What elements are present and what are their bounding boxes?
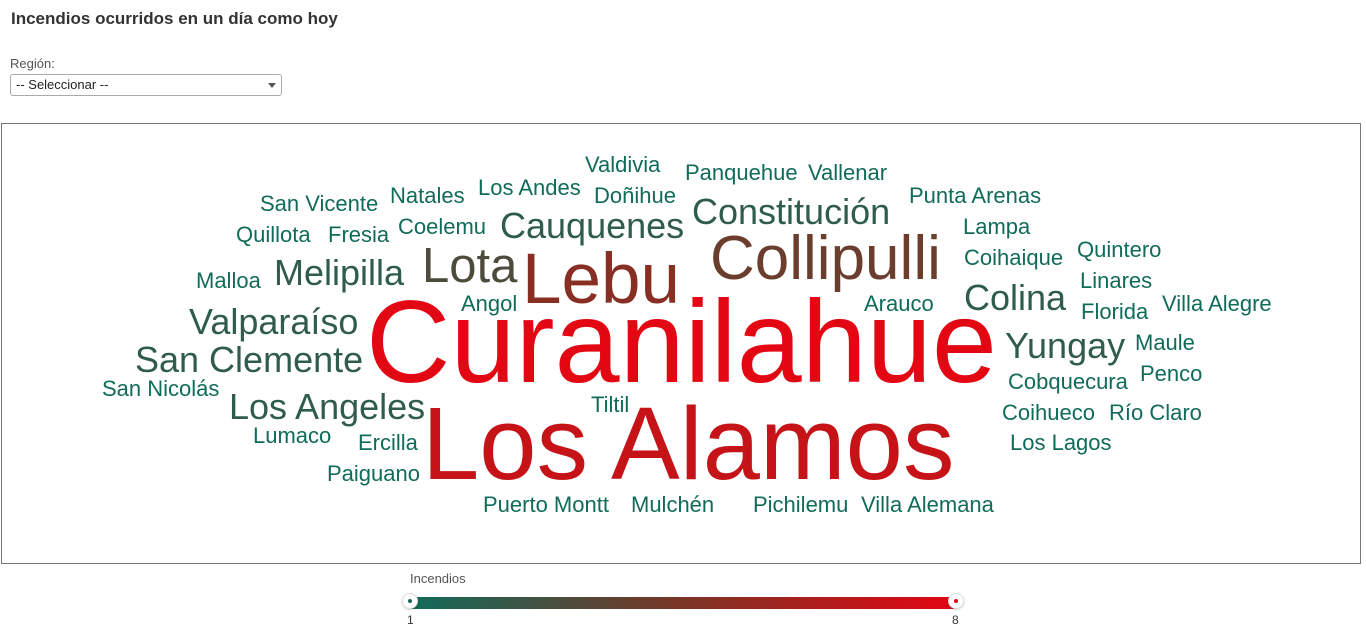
chevron-down-icon bbox=[268, 83, 276, 88]
legend-max-label: 8 bbox=[952, 613, 959, 627]
cloud-word-quintero[interactable]: Quintero bbox=[1077, 237, 1162, 262]
cloud-word-vallenar[interactable]: Vallenar bbox=[808, 160, 888, 185]
cloud-word-cauquenes[interactable]: Cauquenes bbox=[500, 205, 685, 246]
cloud-word-coihueco[interactable]: Coihueco bbox=[1002, 400, 1095, 425]
region-label: Región: bbox=[10, 56, 55, 71]
region-select-value: -- Seleccionar -- bbox=[16, 77, 109, 92]
cloud-word-valpara-so[interactable]: Valparaíso bbox=[189, 301, 359, 342]
cloud-word-maule[interactable]: Maule bbox=[1135, 330, 1195, 355]
cloud-word-panquehue[interactable]: Panquehue bbox=[685, 160, 798, 185]
cloud-word-melipilla[interactable]: Melipilla bbox=[274, 252, 405, 293]
cloud-word-cobquecura[interactable]: Cobquecura bbox=[1008, 369, 1128, 394]
cloud-word-lota[interactable]: Lota bbox=[422, 239, 518, 293]
cloud-word-colina[interactable]: Colina bbox=[964, 277, 1067, 318]
cloud-word-florida[interactable]: Florida bbox=[1081, 299, 1149, 324]
cloud-word-ercilla[interactable]: Ercilla bbox=[358, 430, 418, 455]
region-select[interactable]: -- Seleccionar -- bbox=[10, 74, 282, 96]
cloud-word-constituci-n[interactable]: Constitución bbox=[692, 191, 891, 232]
cloud-word-tiltil[interactable]: Tiltil bbox=[591, 392, 630, 417]
cloud-word-lebu[interactable]: Lebu bbox=[522, 240, 680, 319]
cloud-word-san-clemente[interactable]: San Clemente bbox=[135, 339, 364, 380]
legend-title: Incendios bbox=[410, 571, 466, 586]
legend-max-handle[interactable] bbox=[949, 594, 963, 608]
cloud-word-arauco[interactable]: Arauco bbox=[864, 291, 934, 316]
cloud-word-r-o-claro[interactable]: Río Claro bbox=[1109, 400, 1202, 425]
cloud-word-mulch-n[interactable]: Mulchén bbox=[631, 492, 715, 517]
cloud-word-san-nicol-s[interactable]: San Nicolás bbox=[102, 376, 220, 401]
legend-min-handle[interactable] bbox=[403, 594, 417, 608]
cloud-word-punta-arenas[interactable]: Punta Arenas bbox=[909, 183, 1042, 208]
cloud-word-villa-alegre[interactable]: Villa Alegre bbox=[1162, 291, 1272, 316]
cloud-word-malloa[interactable]: Malloa bbox=[196, 268, 261, 293]
cloud-word-pichilemu[interactable]: Pichilemu bbox=[753, 492, 849, 517]
cloud-word-san-vicente[interactable]: San Vicente bbox=[260, 191, 379, 216]
legend-min-label: 1 bbox=[407, 613, 414, 627]
cloud-word-fresia[interactable]: Fresia bbox=[328, 222, 390, 247]
legend-color-bar bbox=[410, 597, 956, 609]
cloud-word-curanilahue[interactable]: Curanilahue bbox=[366, 276, 997, 407]
cloud-word-villa-alemana[interactable]: Villa Alemana bbox=[861, 492, 994, 517]
cloud-word-lumaco[interactable]: Lumaco bbox=[253, 423, 332, 448]
page-title: Incendios ocurridos en un día como hoy bbox=[11, 9, 338, 28]
cloud-word-quillota[interactable]: Quillota bbox=[236, 222, 311, 247]
cloud-word-linares[interactable]: Linares bbox=[1080, 268, 1153, 293]
cloud-word-los-angeles[interactable]: Los Angeles bbox=[229, 386, 426, 427]
cloud-word-yungay[interactable]: Yungay bbox=[1005, 325, 1126, 366]
cloud-word-coihaique[interactable]: Coihaique bbox=[964, 245, 1064, 270]
cloud-word-valdivia[interactable]: Valdivia bbox=[585, 152, 661, 177]
cloud-word-puerto-montt[interactable]: Puerto Montt bbox=[483, 492, 609, 517]
cloud-word-paiguano[interactable]: Paiguano bbox=[327, 461, 420, 486]
word-cloud: Valdivia Panquehue Vallenar Natales Los Ande… bbox=[1, 123, 1361, 564]
cloud-word-los-alamos[interactable]: Los Alamos bbox=[422, 386, 955, 501]
cloud-word-angol[interactable]: Angol bbox=[461, 291, 518, 316]
cloud-word-los-lagos[interactable]: Los Lagos bbox=[1010, 430, 1112, 455]
cloud-word-penco[interactable]: Penco bbox=[1140, 361, 1203, 386]
cloud-word-collipulli[interactable]: Collipulli bbox=[710, 224, 941, 293]
cloud-word-coelemu[interactable]: Coelemu bbox=[398, 214, 487, 239]
cloud-word-do-ihue[interactable]: Doñihue bbox=[594, 183, 676, 208]
cloud-word-los-andes[interactable]: Los Andes bbox=[478, 175, 581, 200]
cloud-word-lampa[interactable]: Lampa bbox=[963, 214, 1031, 239]
cloud-word-natales[interactable]: Natales bbox=[390, 183, 465, 208]
